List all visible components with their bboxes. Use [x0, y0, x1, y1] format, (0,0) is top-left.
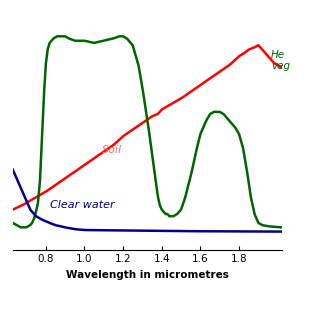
Text: Clear water: Clear water [50, 201, 114, 211]
X-axis label: Wavelength in micrometres: Wavelength in micrometres [66, 270, 228, 280]
Text: Soil: Soil [102, 145, 122, 155]
Text: He
veg: He veg [271, 50, 290, 71]
